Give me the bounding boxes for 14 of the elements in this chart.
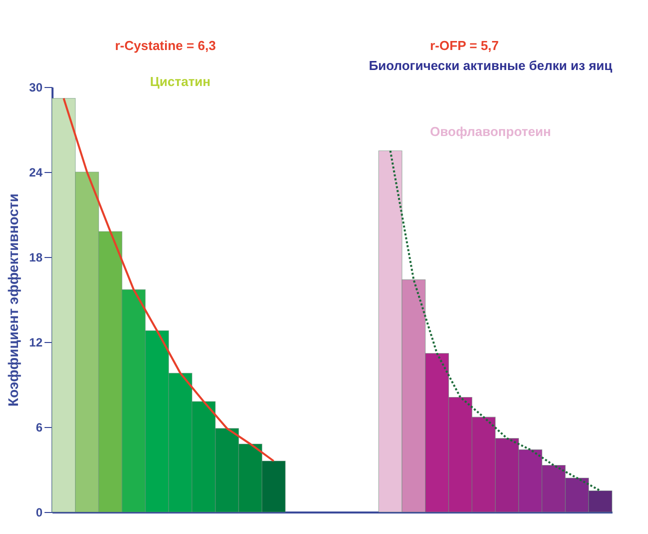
annotation: Цистатин — [150, 74, 211, 89]
y-tick-label: 0 — [36, 506, 43, 520]
text: r-Cystatine = 6,3 — [115, 38, 216, 53]
y-tick-label: 24 — [29, 166, 43, 180]
y-tick-label: 30 — [29, 80, 43, 94]
y-tick-label: 6 — [36, 420, 43, 434]
line-series — [389, 150, 602, 492]
text: r-OFP = 5,7 — [430, 38, 499, 53]
y-tick-label: 12 — [29, 336, 43, 350]
line-series — [62, 97, 275, 462]
annotation: Овофлавопротеин — [430, 124, 552, 139]
chart-title: Биологически активные белки из яиц — [368, 58, 612, 73]
y-tick-label: 18 — [29, 250, 43, 264]
y-axis-title: Коэффициент эффективности — [5, 194, 22, 406]
